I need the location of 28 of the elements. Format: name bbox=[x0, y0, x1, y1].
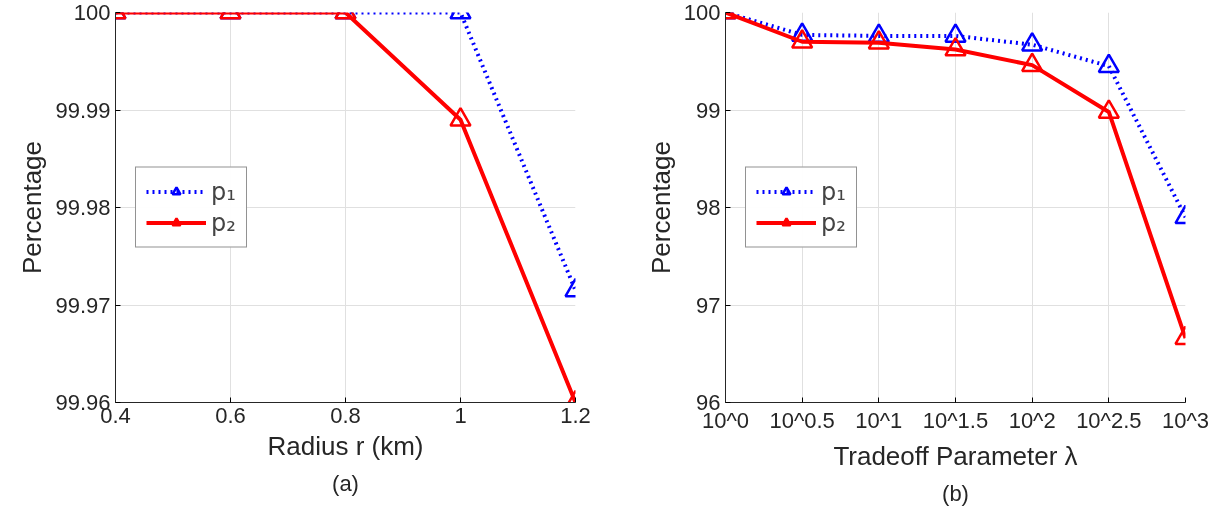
x-axis-title: Tradeoff Parameter λ bbox=[833, 440, 1078, 471]
x-tick-label: 0.6 bbox=[215, 402, 246, 428]
y-axis-title: Percentage bbox=[17, 141, 48, 274]
y-tick-label: 97 bbox=[696, 292, 721, 318]
y-tick-label: 100 bbox=[73, 0, 111, 25]
legend-label: p₁ bbox=[821, 177, 846, 206]
y-tick-label: 99.97 bbox=[55, 292, 111, 318]
x-tick-label: 10^2 bbox=[1008, 407, 1056, 433]
text: (a) bbox=[332, 470, 359, 496]
y-tick-label: 99.99 bbox=[55, 97, 111, 123]
legend-label: p₁ bbox=[211, 177, 236, 206]
x-axis-title: Radius r (km) bbox=[267, 430, 424, 461]
x-tick-label: 0.8 bbox=[330, 402, 361, 428]
x-tick-label: 10^0.5 bbox=[769, 407, 835, 433]
x-tick-label: 10^2.5 bbox=[1076, 407, 1142, 433]
x-tick-label: 1 bbox=[454, 402, 467, 428]
x-tick-label: 10^1 bbox=[855, 407, 903, 433]
x-tick-label: 10^1.5 bbox=[922, 407, 989, 433]
y-tick-label: 100 bbox=[683, 0, 721, 25]
text: (b) bbox=[942, 480, 969, 506]
y-axis-title: Percentage bbox=[645, 141, 676, 274]
y-tick-label: 99.98 bbox=[55, 195, 111, 220]
x-tick-label: 10^3 bbox=[1161, 407, 1210, 433]
legend-label: p₂ bbox=[211, 208, 236, 237]
y-tick-label: 98 bbox=[696, 195, 721, 220]
x-tick-label: 1.2 bbox=[560, 402, 591, 428]
legend-label: p₂ bbox=[821, 208, 846, 237]
y-tick-label: 99 bbox=[696, 97, 721, 123]
